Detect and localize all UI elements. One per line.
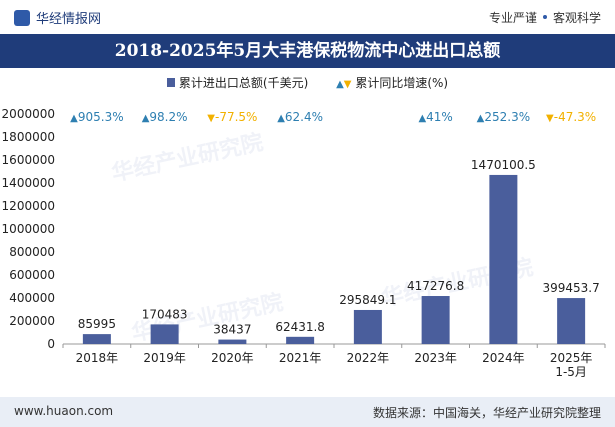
bar-value-label: 62431.8	[275, 320, 325, 334]
bar-value-label: 170483	[142, 307, 188, 321]
top-bar: 华经情报网 专业严谨 客观科学	[0, 0, 615, 34]
bar-value-label: 85995	[78, 317, 116, 331]
y-tick-label: 1800000	[2, 130, 55, 144]
bar	[489, 174, 518, 344]
triangle-down-icon: ▼	[343, 79, 352, 90]
growth-label: ▼-47.3%	[546, 110, 596, 124]
legend-item-growth[interactable]: ▲▼ 累计同比增速(%)	[336, 74, 448, 91]
brand-name: 华经情报网	[36, 12, 102, 27]
chart-title: 2018-2025年5月大丰港保税物流中心进出口总额	[0, 34, 615, 68]
legend-growth-label: 累计同比增速(%)	[355, 76, 449, 90]
y-tick-label: 200000	[9, 314, 55, 328]
slogan-right: 客观科学	[552, 11, 601, 25]
y-tick-label: 1600000	[2, 153, 55, 167]
x-tick-label: 2025年	[550, 351, 593, 365]
legend-item-bars[interactable]: 累计进出口总额(千美元)	[166, 74, 309, 91]
footer-source: 数据来源：中国海关，华经产业研究院整理	[372, 406, 601, 420]
bar	[286, 336, 315, 344]
bar-value-label: 399453.7	[542, 281, 599, 295]
x-tick-label: 2024年	[482, 351, 525, 365]
legend-bar-label: 累计进出口总额(千美元)	[178, 76, 309, 90]
slogan-dot-icon	[542, 15, 547, 19]
bar	[150, 324, 179, 344]
y-tick-label: 2000000	[2, 107, 55, 121]
bar-value-label: 417276.8	[407, 279, 464, 293]
y-tick-label: 800000	[9, 245, 55, 259]
x-tick-label: 2022年	[347, 351, 390, 365]
y-tick-label: 600000	[9, 268, 55, 282]
x-tick-label: 2021年	[279, 351, 322, 365]
bar	[218, 339, 247, 344]
bar-value-label: 295849.1	[339, 293, 396, 307]
bar	[82, 334, 111, 344]
x-tick-label: 2023年	[414, 351, 457, 365]
bar-swatch-icon	[166, 78, 175, 87]
y-tick-label: 1400000	[2, 176, 55, 190]
footer: www.huaon.com 数据来源：中国海关，华经产业研究院整理	[0, 397, 615, 427]
footer-url[interactable]: www.huaon.com	[14, 404, 114, 418]
x-tick-label: 2020年	[211, 351, 254, 365]
y-tick-label: 0	[47, 337, 55, 351]
bar-value-label: 38437	[213, 323, 251, 337]
y-tick-label: 1000000	[2, 222, 55, 236]
growth-label: ▲98.2%	[142, 110, 188, 124]
slogan-left: 专业严谨	[488, 11, 537, 25]
growth-label: ▲41%	[418, 110, 452, 124]
bar	[557, 298, 586, 344]
brand[interactable]: 华经情报网	[14, 8, 101, 27]
growth-label: ▲62.4%	[277, 110, 323, 124]
bar-value-label: 1470100.5	[471, 158, 536, 172]
x-tick-label: 1-5月	[555, 365, 587, 379]
x-tick-label: 2019年	[143, 351, 186, 365]
bar	[353, 309, 382, 344]
bar-chart: 0 200000 400000 600000 800000 1000000 1200000 1…	[2, 107, 606, 379]
growth-label: ▲905.3%	[70, 110, 123, 124]
triangle-up-icon: ▲	[336, 79, 344, 90]
x-tick-label: 2018年	[76, 351, 119, 365]
y-tick-label: 1200000	[2, 199, 55, 213]
slogan: 专业严谨 客观科学	[489, 9, 601, 26]
y-tick-label: 400000	[9, 291, 55, 305]
growth-label: ▲252.3%	[477, 110, 530, 124]
legend: 累计进出口总额(千美元) ▲▼ 累计同比增速(%)	[0, 74, 615, 91]
brand-logo-icon	[14, 10, 30, 26]
bar	[421, 296, 450, 344]
growth-label: ▼-77.5%	[207, 110, 257, 124]
